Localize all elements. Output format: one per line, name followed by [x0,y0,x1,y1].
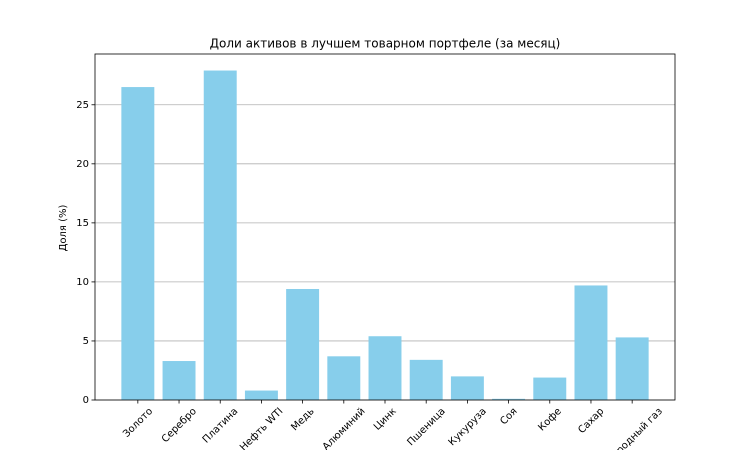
y-tick-label: 20 [76,159,89,170]
x-tick-label: Золото [121,406,155,440]
bar [574,285,608,400]
x-tick-label: Кофе [536,406,564,434]
y-tick-label: 5 [83,336,89,347]
x-tick-label: Алюминий [321,406,368,450]
y-tick-label: 0 [83,395,89,406]
x-tick-label: Платина [201,406,241,446]
bar [327,356,361,400]
x-tick-label: Соя [498,406,519,427]
bar [203,70,237,401]
bar [368,336,402,400]
bar [450,376,484,400]
x-tick-label: Сахар [576,406,606,436]
x-tick-label: Кукуруза [447,406,489,448]
y-tick-label: 15 [76,218,89,229]
x-tick-label: Пшеница [405,406,447,448]
bar [286,288,320,400]
y-axis-label: Доля (%) [58,204,69,251]
bar [615,337,649,400]
x-tick-label: Медь [289,406,316,433]
bar [121,87,155,400]
bar [162,361,196,400]
x-tick-label: Нефть WTI [238,406,285,450]
bar [492,398,526,400]
y-tick-label: 10 [76,277,89,288]
bar [409,359,443,400]
x-tick-label: Природный газ [600,406,665,450]
x-tick-label: Серебро [160,406,199,445]
plot-frame [94,53,676,401]
bar [533,377,567,400]
x-tick-label: Цинк [372,406,399,433]
chart-title: Доли активов в лучшем товарном портфеле … [210,37,561,51]
y-tick-label: 25 [76,100,89,111]
bar [244,390,278,400]
